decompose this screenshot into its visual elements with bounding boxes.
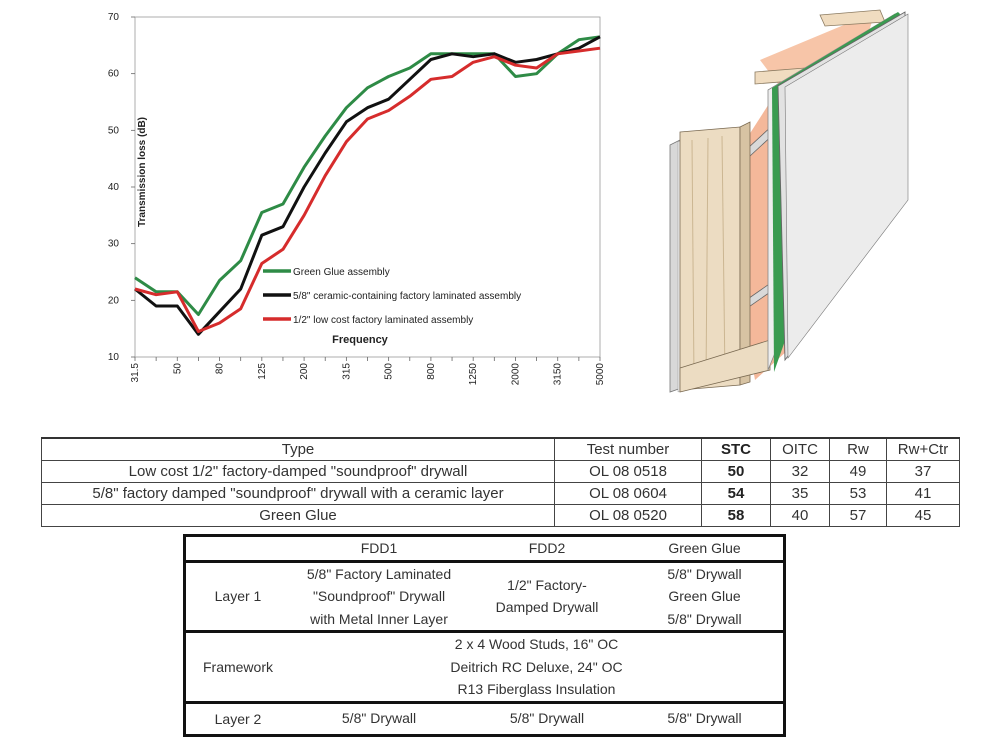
layer1-label: Layer 1 (184, 559, 290, 632)
cell-type: Green Glue (41, 504, 555, 527)
header-stc: STC (701, 437, 771, 461)
table-header-row: Type Test number STC OITC Rw Rw+Ctr (41, 437, 960, 461)
test-results-table: Type Test number STC OITC Rw Rw+Ctr Low … (41, 437, 960, 527)
framework-label: Framework (184, 630, 290, 702)
y-tick-label: 40 (108, 182, 120, 193)
cell-rw-ctr: 37 (886, 460, 960, 483)
x-tick-label: 800 (426, 363, 437, 380)
y-tick-label: 50 (108, 125, 120, 136)
layer2-fdd1: 5/8" Drywall (290, 700, 468, 735)
wood-grain (691, 139, 695, 381)
header-oitc: OITC (770, 437, 830, 461)
cell-oitc: 40 (770, 504, 830, 527)
layer2-green-glue: 5/8" Drywall (626, 700, 785, 735)
cell-type: 5/8" factory damped "soundproof" drywall… (41, 482, 555, 505)
layer1-green-glue-line: 5/8" Drywall (667, 565, 742, 582)
y-tick-label: 20 (108, 295, 120, 306)
x-tick-label: 125 (257, 363, 268, 380)
bottom-plate (679, 339, 771, 393)
front-drywall-face (784, 13, 909, 359)
table-row: 5/8" factory damped "soundproof" drywall… (41, 482, 960, 505)
y-axis-label: Transmission loss (dB) (137, 117, 148, 227)
chart-legend: Green Glue assembly 5/8" ceramic-containi… (263, 267, 521, 326)
wall-assembly-illustration (669, 9, 909, 393)
table-row: Low cost 1/2" factory-damped "soundproof… (41, 460, 960, 483)
cell-test-number: OL 08 0604 (554, 482, 702, 505)
cell-rw: 53 (829, 482, 887, 505)
legend-label: 1/2" low cost factory laminated assembly (293, 315, 473, 326)
header-type: Type (41, 437, 555, 461)
layer1-fdd1-line: 5/8" Factory Laminated (306, 565, 452, 582)
chart-series (134, 35, 601, 336)
layer2-row: Layer 2 5/8" Drywall 5/8" Drywall 5/8" D… (184, 700, 785, 735)
wood-grain (721, 135, 726, 379)
x-tick-label: 5000 (595, 363, 606, 386)
wood-stud-side (739, 121, 751, 386)
x-tick-label: 315 (341, 363, 352, 380)
x-tick-label: 2000 (510, 363, 521, 386)
layer1-fdd2-line: 1/2" Factory- (507, 576, 587, 593)
cell-stc: 54 (701, 482, 771, 505)
cell-test-number: OL 08 0520 (554, 504, 702, 527)
legend-label: 5/8" ceramic-containing factory laminate… (293, 291, 521, 302)
y-tick-label: 60 (108, 69, 120, 80)
header-rw-ctr: Rw+Ctr (886, 437, 960, 461)
cell-oitc: 32 (770, 460, 830, 483)
x-axis-label: Frequency (332, 334, 389, 346)
construction-table: FDD1 FDD2 Green Glue Layer 1 5/8" Factor… (183, 534, 786, 737)
header-green-glue: Green Glue (668, 540, 741, 556)
top-plate (819, 9, 886, 27)
x-tick-label: 50 (172, 363, 183, 375)
legend-label: Green Glue assembly (293, 267, 390, 278)
framework-details: 2 x 4 Wood Studs, 16" OC Deitrich RC Del… (290, 630, 785, 702)
wood-grain (705, 137, 709, 381)
layer1-green-glue: 5/8" Drywall Green Glue 5/8" Drywall (626, 559, 785, 632)
header-blank (185, 536, 291, 562)
x-tick-label: 1250 (468, 363, 479, 386)
x-tick-label: 3150 (553, 363, 564, 386)
layer1-green-glue-line: 5/8" Drywall (667, 610, 742, 627)
table-row: Green Glue OL 08 0520 58 40 57 45 (41, 504, 960, 527)
layer1-fdd1-line: with Metal Inner Layer (310, 610, 448, 627)
cell-type: Low cost 1/2" factory-damped "soundproof… (41, 460, 555, 483)
framework-line: Deitrich RC Deluxe, 24" OC (450, 658, 623, 675)
layer1-fdd1: 5/8" Factory Laminated "Soundproof" Dryw… (290, 559, 468, 632)
y-tick-label: 10 (108, 352, 120, 363)
header-fdd2: FDD2 (528, 540, 566, 556)
header-fdd1: FDD1 (360, 540, 398, 556)
x-tick-label: 200 (299, 363, 310, 380)
x-tick-label: 80 (215, 363, 226, 375)
cell-rw: 49 (829, 460, 887, 483)
transmission-loss-chart: 10 20 30 40 50 60 70 31.5 50 80 125 200 315 500 800 125… (108, 12, 606, 385)
cell-oitc: 35 (770, 482, 830, 505)
x-tick-label: 500 (384, 363, 395, 380)
series-line-2 (134, 46, 601, 333)
layer1-fdd2: 1/2" Factory- Damped Drywall (468, 559, 626, 632)
chart-axes: 10 20 30 40 50 60 70 31.5 50 80 125 200 315 500 800 125… (108, 12, 606, 385)
framework-row: Framework 2 x 4 Wood Studs, 16" OC Deitr… (184, 630, 785, 702)
layer2-fdd2: 5/8" Drywall (468, 700, 626, 735)
cell-rw: 57 (829, 504, 887, 527)
construction-header-row: FDD1 FDD2 Green Glue (185, 536, 785, 562)
layer1-fdd2-line: Damped Drywall (495, 599, 599, 616)
layer1-row: Layer 1 5/8" Factory Laminated "Soundpro… (184, 559, 785, 632)
framework-line: 2 x 4 Wood Studs, 16" OC (454, 636, 619, 652)
header-rw: Rw (829, 437, 887, 461)
wood-stud (679, 126, 741, 391)
cell-stc: 58 (701, 504, 771, 527)
layer1-green-glue-line: Green Glue (668, 588, 741, 604)
framework-line: R13 Fiberglass Insulation (457, 681, 616, 697)
layer1-fdd1-line: "Soundproof" Drywall (312, 588, 446, 604)
cell-test-number: OL 08 0518 (554, 460, 702, 483)
header-test-number: Test number (554, 437, 702, 461)
y-tick-label: 30 (108, 239, 120, 250)
cell-stc: 50 (701, 460, 771, 483)
layer2-label: Layer 2 (184, 700, 290, 735)
cell-rw-ctr: 45 (886, 504, 960, 527)
cell-rw-ctr: 41 (886, 482, 960, 505)
y-tick-label: 70 (108, 12, 120, 23)
series-line-1 (134, 35, 601, 336)
series-line-0 (134, 35, 601, 316)
x-tick-label: 31.5 (130, 363, 141, 383)
